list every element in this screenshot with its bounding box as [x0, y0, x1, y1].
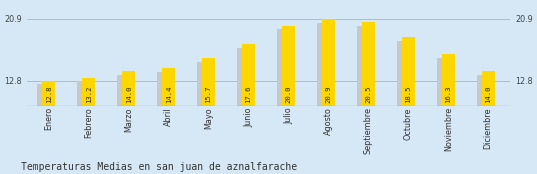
Bar	[282, 26, 295, 106]
Text: 20.5: 20.5	[365, 86, 372, 104]
Bar	[122, 71, 135, 106]
Bar	[322, 19, 335, 106]
Bar	[37, 84, 50, 106]
Text: 17.6: 17.6	[245, 86, 251, 104]
Bar	[477, 75, 489, 106]
Text: Temperaturas Medias en san juan de aznalfarache: Temperaturas Medias en san juan de aznal…	[21, 162, 297, 172]
Bar	[482, 71, 495, 106]
Text: 20.0: 20.0	[286, 86, 292, 104]
Bar	[237, 48, 250, 106]
Text: 18.5: 18.5	[405, 86, 411, 104]
Text: 12.8: 12.8	[46, 86, 52, 104]
Bar	[117, 75, 130, 106]
Bar	[277, 29, 289, 106]
Bar	[157, 72, 170, 106]
Bar	[77, 81, 90, 106]
Bar	[437, 58, 449, 106]
Bar	[42, 81, 55, 106]
Bar	[362, 22, 375, 106]
Bar	[197, 62, 210, 106]
Bar	[397, 41, 410, 106]
Bar	[317, 22, 330, 106]
Text: 14.0: 14.0	[126, 86, 132, 104]
Bar	[242, 44, 255, 106]
Bar	[357, 26, 369, 106]
Text: 14.0: 14.0	[485, 86, 491, 104]
Bar	[202, 58, 215, 106]
Bar	[82, 77, 95, 106]
Text: 13.2: 13.2	[86, 86, 92, 104]
Text: 20.9: 20.9	[325, 86, 331, 104]
Text: 15.7: 15.7	[206, 86, 212, 104]
Bar	[442, 54, 455, 106]
Text: 16.3: 16.3	[445, 86, 451, 104]
Text: 14.4: 14.4	[165, 86, 172, 104]
Bar	[402, 37, 415, 106]
Bar	[162, 68, 175, 106]
